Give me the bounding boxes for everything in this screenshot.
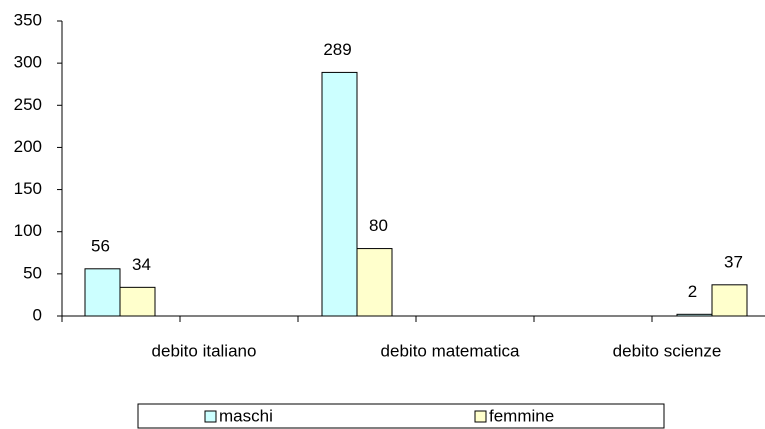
y-tick-label: 250 <box>14 95 42 114</box>
bar <box>676 313 713 317</box>
bar <box>321 71 358 317</box>
legend-box <box>137 403 665 429</box>
bar <box>356 248 393 317</box>
bar <box>711 284 748 317</box>
data-label: 289 <box>323 40 351 59</box>
y-tick-label: 300 <box>14 53 42 72</box>
y-tick-label: 0 <box>33 305 42 324</box>
data-label: 34 <box>132 255 151 274</box>
data-label: 37 <box>724 252 743 271</box>
y-tick-label: 150 <box>14 179 42 198</box>
bar <box>84 268 121 317</box>
legend-label: maschi <box>219 406 273 425</box>
y-tick-label: 200 <box>14 137 42 156</box>
bar <box>119 286 156 317</box>
legend-swatch <box>474 410 487 423</box>
legend-swatch <box>204 410 217 423</box>
y-tick-label: 100 <box>14 221 42 240</box>
y-tick-label: 350 <box>14 10 42 29</box>
legend-label: femmine <box>489 406 554 425</box>
data-label: 2 <box>688 282 697 301</box>
y-tick-label: 50 <box>23 263 42 282</box>
x-tick-label: debito italiano <box>152 341 257 360</box>
x-tick-label: debito scienze <box>613 341 722 360</box>
data-label: 80 <box>369 216 388 235</box>
data-label: 56 <box>91 236 110 255</box>
x-tick-label: debito matematica <box>381 341 520 360</box>
